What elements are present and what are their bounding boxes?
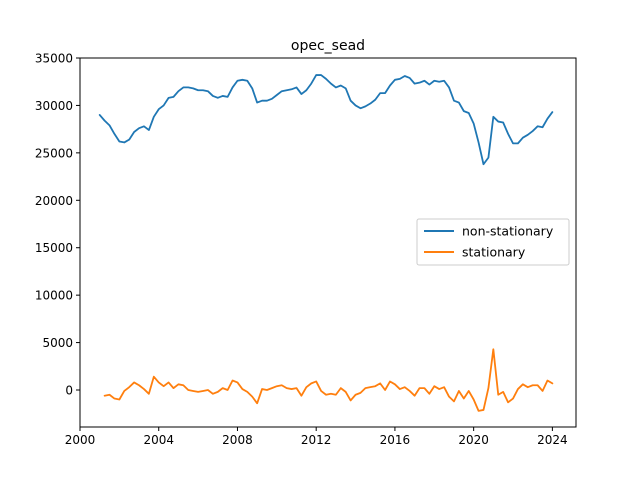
legend-box xyxy=(416,218,570,266)
y-tick-label: 20000 xyxy=(35,194,73,208)
chart-title: opec_sead xyxy=(291,38,365,54)
y-tick-label: 25000 xyxy=(35,146,73,160)
x-axis-ticks: 2000 2004 2008 2012 2016 2020 2024 xyxy=(65,427,568,447)
legend-label-non-stationary: non-stationary xyxy=(462,224,554,239)
x-tick-label: 2004 xyxy=(143,433,174,447)
series-line-stationary xyxy=(103,348,554,412)
legend-label-stationary: stationary xyxy=(462,245,526,260)
y-tick-label: 5000 xyxy=(42,336,73,350)
y-tick-label: 0 xyxy=(65,384,73,398)
x-tick-label: 2020 xyxy=(458,433,489,447)
x-tick-label: 2016 xyxy=(380,433,411,447)
plot-frame xyxy=(79,57,577,428)
y-tick-label: 10000 xyxy=(35,289,73,303)
series-line-non-stationary xyxy=(98,74,554,166)
y-tick-label: 15000 xyxy=(35,241,73,255)
x-tick-label: 2024 xyxy=(537,433,568,447)
x-tick-label: 2012 xyxy=(301,433,332,447)
series-layer xyxy=(98,74,554,412)
y-tick-label: 35000 xyxy=(35,52,73,66)
axes-layer xyxy=(79,57,577,428)
y-axis-ticks: 0 5000 10000 15000 20000 25000 30000 35000 xyxy=(35,52,80,398)
legend: non-stationary stationary xyxy=(416,218,570,266)
x-tick-label: 2008 xyxy=(222,433,253,447)
x-tick-label: 2000 xyxy=(65,433,96,447)
y-tick-label: 30000 xyxy=(35,99,73,113)
